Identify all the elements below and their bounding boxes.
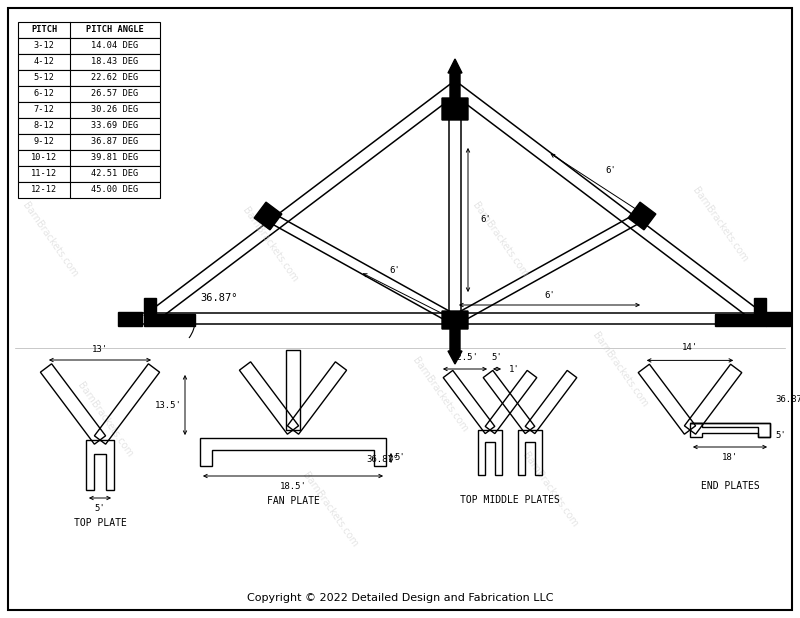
Text: 13.5': 13.5': [155, 400, 182, 410]
Text: 30.26 DEG: 30.26 DEG: [91, 106, 138, 114]
Bar: [18, 118, 160, 134]
Text: 11-12: 11-12: [31, 169, 57, 179]
Text: 8-12: 8-12: [34, 122, 54, 130]
Text: 9-12: 9-12: [34, 137, 54, 146]
Bar: [18, 150, 160, 166]
Text: BarnBrackets.com: BarnBrackets.com: [690, 185, 750, 265]
Text: 5': 5': [492, 353, 502, 362]
Bar: [18, 102, 160, 118]
Text: 10-12: 10-12: [31, 153, 57, 163]
Text: PITCH: PITCH: [31, 25, 57, 35]
Text: BarnBrackets.com: BarnBrackets.com: [75, 381, 134, 459]
Bar: [18, 134, 160, 150]
Text: 13': 13': [92, 345, 108, 354]
Text: Copyright © 2022 Detailed Design and Fabrication LLC: Copyright © 2022 Detailed Design and Fab…: [246, 593, 554, 603]
Bar: [766, 312, 790, 326]
Text: 4-12: 4-12: [34, 57, 54, 67]
Bar: [18, 22, 160, 38]
Bar: [18, 86, 160, 102]
Text: 5-12: 5-12: [34, 74, 54, 82]
Text: 6-12: 6-12: [34, 90, 54, 98]
Text: 39.81 DEG: 39.81 DEG: [91, 153, 138, 163]
Text: 5': 5': [775, 431, 786, 439]
Bar: [18, 182, 160, 198]
Text: 5': 5': [394, 454, 405, 462]
Text: BarnBrackets.com: BarnBrackets.com: [240, 206, 300, 284]
Polygon shape: [628, 202, 656, 230]
Text: 5': 5': [94, 504, 106, 513]
Text: BarnBrackets.com: BarnBrackets.com: [410, 356, 470, 434]
Text: 14.04 DEG: 14.04 DEG: [91, 41, 138, 51]
Text: TOP PLATE: TOP PLATE: [74, 518, 126, 528]
Text: TOP MIDDLE PLATES: TOP MIDDLE PLATES: [460, 495, 560, 505]
Text: 18.43 DEG: 18.43 DEG: [91, 57, 138, 67]
Text: 12.5': 12.5': [451, 353, 478, 362]
Text: 6': 6': [480, 216, 490, 224]
Text: BarnBrackets.com: BarnBrackets.com: [470, 201, 530, 279]
Text: END PLATES: END PLATES: [701, 481, 759, 491]
Text: 42.51 DEG: 42.51 DEG: [91, 169, 138, 179]
Text: 1': 1': [509, 365, 520, 373]
Text: 33.69 DEG: 33.69 DEG: [91, 122, 138, 130]
Bar: [18, 166, 160, 182]
Bar: [18, 38, 160, 54]
Text: 36.87°: 36.87°: [775, 396, 800, 405]
Text: 14': 14': [682, 344, 698, 352]
Text: 22.62 DEG: 22.62 DEG: [91, 74, 138, 82]
Text: 45.00 DEG: 45.00 DEG: [91, 185, 138, 195]
Text: 6': 6': [605, 166, 616, 175]
Text: 36.87°: 36.87°: [366, 455, 398, 465]
Text: 36.87°: 36.87°: [200, 293, 238, 303]
Text: BarnBrackets.com: BarnBrackets.com: [20, 201, 80, 279]
Bar: [18, 54, 160, 70]
Text: BarnBrackets.com: BarnBrackets.com: [590, 331, 650, 409]
Text: BarnBrackets.com: BarnBrackets.com: [520, 451, 580, 530]
Polygon shape: [144, 298, 195, 326]
Text: 3-12: 3-12: [34, 41, 54, 51]
Text: 12-12: 12-12: [31, 185, 57, 195]
Text: 18': 18': [722, 453, 738, 462]
Text: FAN PLATE: FAN PLATE: [266, 496, 319, 506]
Text: 6': 6': [390, 266, 400, 275]
Text: 6': 6': [545, 291, 555, 300]
Polygon shape: [442, 59, 468, 120]
Bar: [18, 70, 160, 86]
Text: 26.57 DEG: 26.57 DEG: [91, 90, 138, 98]
Text: PITCH ANGLE: PITCH ANGLE: [86, 25, 144, 35]
Polygon shape: [254, 202, 282, 230]
Text: BarnBrackets.com: BarnBrackets.com: [300, 471, 360, 549]
Text: 18.5': 18.5': [279, 482, 306, 491]
Bar: [118, 312, 142, 326]
Text: 36.87 DEG: 36.87 DEG: [91, 137, 138, 146]
Polygon shape: [715, 298, 766, 326]
Polygon shape: [442, 311, 468, 364]
Text: 7-12: 7-12: [34, 106, 54, 114]
